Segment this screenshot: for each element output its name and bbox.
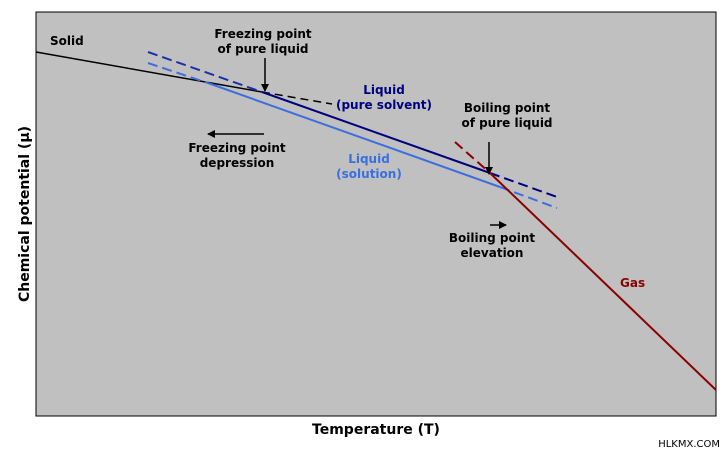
- liquid-solution-dashed: [147, 62, 209, 84]
- label: Boiling point: [464, 101, 551, 115]
- liquid-solution-line: [207, 82, 501, 188]
- label: elevation: [461, 246, 524, 260]
- label: (solution): [336, 167, 402, 181]
- liquid-pure-dashed: [147, 51, 263, 93]
- liquid-solution-extension: [499, 186, 558, 209]
- label: Solid: [50, 34, 84, 48]
- label: Boiling point: [449, 231, 536, 245]
- label: of pure liquid: [461, 116, 552, 130]
- label: Freezing point: [188, 141, 286, 155]
- label: Liquid: [363, 83, 405, 97]
- credit: HLKMX.COM: [658, 439, 720, 450]
- plot-area: [35, 11, 717, 417]
- gas-line: [489, 172, 717, 391]
- y-axis-label: Chemical potential (μ): [17, 126, 33, 302]
- gas-dashed: [454, 141, 491, 174]
- label: Liquid: [348, 152, 390, 166]
- x-axis-label: Temperature (T): [312, 422, 440, 438]
- liquid-pure-line: [261, 91, 491, 174]
- liquid-pure-extension: [489, 172, 558, 198]
- label: (pure solvent): [336, 98, 432, 112]
- label: of pure liquid: [217, 42, 308, 56]
- label: Gas: [620, 276, 645, 290]
- solid-line: [35, 51, 263, 93]
- label: Freezing point: [214, 27, 312, 41]
- solid-extension: [261, 91, 333, 105]
- label: depression: [200, 156, 275, 170]
